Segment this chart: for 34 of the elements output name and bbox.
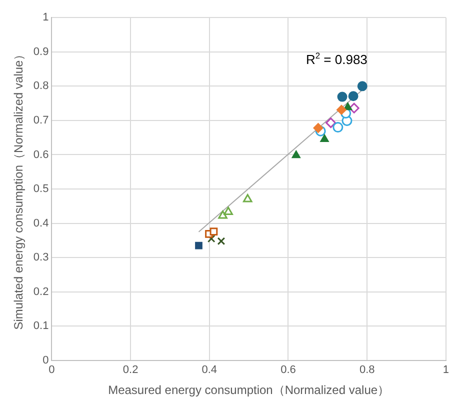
y-tick-label: 0.1 bbox=[33, 320, 49, 332]
point bbox=[313, 122, 324, 133]
point bbox=[357, 81, 368, 92]
point bbox=[332, 122, 344, 133]
x-tick-label: 0.6 bbox=[280, 364, 296, 376]
point bbox=[242, 194, 252, 202]
y-tick-label: 0.2 bbox=[33, 286, 49, 298]
y-tick-label: 0.3 bbox=[33, 252, 49, 264]
y-tick-label: 1 bbox=[42, 12, 49, 24]
y-tick-label: 0.9 bbox=[33, 46, 49, 58]
x-tick-label: 1 bbox=[442, 364, 450, 376]
point bbox=[348, 91, 358, 102]
x-tick-label: 0.8 bbox=[359, 364, 375, 376]
point bbox=[218, 210, 228, 219]
y-tick-label: 0.7 bbox=[33, 114, 49, 126]
point bbox=[336, 104, 346, 115]
point bbox=[195, 242, 202, 250]
point bbox=[217, 237, 226, 246]
y-tick-label: 0.4 bbox=[33, 217, 49, 230]
y-tick-label: 0 bbox=[42, 354, 49, 366]
y-axis-title: Simulated energy consumption（Normalized value） bbox=[12, 48, 26, 330]
point bbox=[210, 228, 218, 236]
point bbox=[292, 150, 301, 158]
y-tick-label: 0.8 bbox=[33, 80, 49, 92]
point bbox=[207, 234, 216, 243]
point bbox=[224, 206, 233, 215]
point bbox=[320, 134, 329, 142]
x-tick-label: 0.2 bbox=[122, 364, 138, 376]
x-tick-label: 0.4 bbox=[202, 364, 218, 376]
y-tick-label: 0.6 bbox=[33, 148, 49, 161]
point bbox=[326, 118, 336, 128]
point bbox=[337, 92, 348, 102]
y-tick-label: 0.5 bbox=[33, 183, 49, 196]
x-axis-title: Measured energy consumption（Normalized value） bbox=[108, 383, 390, 398]
